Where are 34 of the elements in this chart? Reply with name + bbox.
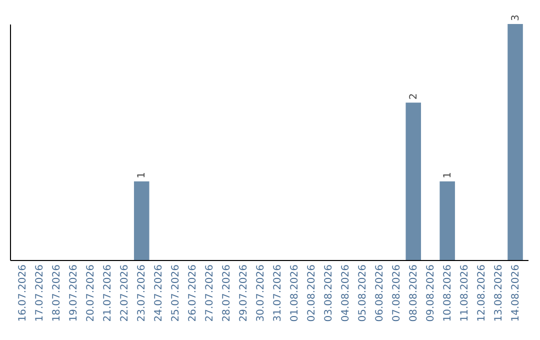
data-label: 2 bbox=[408, 93, 420, 100]
x-tick-label: 07.08.2026 bbox=[391, 264, 402, 322]
x-tick-label: 01.08.2026 bbox=[289, 264, 300, 322]
x-tick-label: 13.08.2026 bbox=[493, 264, 504, 322]
data-label: 3 bbox=[510, 14, 522, 21]
x-tick-label: 12.08.2026 bbox=[476, 264, 488, 322]
x-tick-label: 03.08.2026 bbox=[323, 264, 334, 322]
x-tick-label: 10.08.2026 bbox=[442, 264, 454, 322]
x-tick-label: 16.07.2026 bbox=[18, 264, 29, 322]
x-tick-label: 17.07.2026 bbox=[34, 264, 46, 322]
x-tick-label: 20.07.2026 bbox=[86, 264, 97, 322]
x-tick-label: 30.07.2026 bbox=[256, 264, 267, 322]
x-tick-label: 05.08.2026 bbox=[357, 264, 368, 322]
x-tick-label: 25.07.2026 bbox=[170, 264, 182, 322]
x-tick-label: 28.07.2026 bbox=[222, 264, 233, 322]
x-tick-label: 02.08.2026 bbox=[306, 264, 318, 322]
x-tick-label: 31.07.2026 bbox=[272, 264, 284, 322]
x-tick-label: 26.07.2026 bbox=[188, 264, 199, 322]
x-tick-label: 11.08.2026 bbox=[459, 264, 470, 322]
x-tick-label: 29.07.2026 bbox=[238, 264, 250, 322]
x-tick-label: 23.07.2026 bbox=[136, 264, 148, 322]
x-tick-label: 14.08.2026 bbox=[510, 264, 522, 322]
x-tick-label: 22.07.2026 bbox=[120, 264, 131, 322]
x-tick-label: 09.08.2026 bbox=[425, 264, 436, 322]
data-label: 1 bbox=[442, 172, 454, 178]
x-tick-label: 24.07.2026 bbox=[154, 264, 165, 322]
x-tick-label: 19.07.2026 bbox=[68, 264, 80, 322]
x-tick-label: 18.07.2026 bbox=[52, 264, 63, 322]
data-label: 1 bbox=[136, 172, 148, 178]
x-tick-label: 21.07.2026 bbox=[102, 264, 114, 322]
x-tick-label: 08.08.2026 bbox=[408, 264, 420, 322]
x-tick-label: 04.08.2026 bbox=[340, 264, 352, 322]
x-tick-label: 06.08.2026 bbox=[374, 264, 386, 322]
x-tick-label: 27.07.2026 bbox=[204, 264, 216, 322]
